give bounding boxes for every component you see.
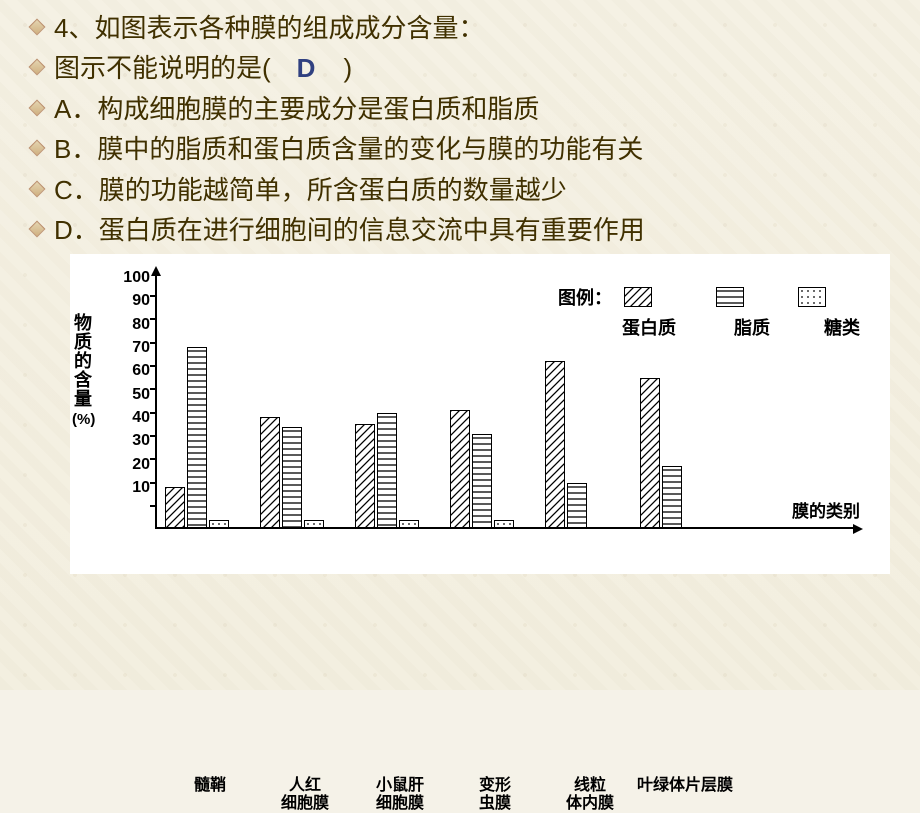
option-b-line: B．膜中的脂质和蛋白质含量的变化与膜的功能有关 xyxy=(30,131,890,167)
legend-swatches-row: 图例： xyxy=(558,284,860,310)
option-label: C． xyxy=(54,175,99,205)
slide-content: 4、如图表示各种膜的组成成分含量： 图示不能说明的是( D ) A．构成细胞膜的… xyxy=(0,0,920,574)
y-tick-label: 40 xyxy=(110,409,150,427)
bullet-icon xyxy=(30,101,44,115)
bullet-icon xyxy=(30,182,44,196)
bar-糖类 xyxy=(399,520,419,529)
x-axis-label: 膜的类别 xyxy=(792,497,860,522)
option-a-line: A．构成细胞膜的主要成分是蛋白质和脂质 xyxy=(30,91,890,127)
y-tick-label: 60 xyxy=(110,362,150,380)
bar-蛋白质 xyxy=(545,361,565,529)
y-tick-label: 70 xyxy=(110,339,150,357)
option-text: 膜的功能越简单，所含蛋白质的数量越少 xyxy=(99,175,567,205)
question-stem-line: 图示不能说明的是( D ) xyxy=(30,50,890,86)
legend-swatch-lipid xyxy=(716,287,744,307)
legend-label-protein: 蛋白质 xyxy=(622,314,676,340)
bullet-icon xyxy=(30,20,44,34)
bar-脂质 xyxy=(472,434,492,530)
bar-糖类 xyxy=(494,520,514,529)
option-label: A． xyxy=(54,94,97,124)
membrane-chart: 物质的含量 (%) 102030405060708090100 髓鞘人红细胞膜小… xyxy=(70,254,890,574)
option-label: D． xyxy=(54,215,99,245)
legend-swatch-sugar xyxy=(798,287,826,307)
y-tick-label: 90 xyxy=(110,292,150,310)
bar-脂质 xyxy=(187,347,207,529)
legend-label-sugar: 糖类 xyxy=(824,314,860,340)
bar-脂质 xyxy=(377,413,397,530)
stem-prefix: 图示不能说明的是( xyxy=(54,53,297,83)
y-axis-label: 物质的含量 (%) xyxy=(72,314,94,427)
bar-脂质 xyxy=(567,483,587,530)
bullet-icon xyxy=(30,141,44,155)
legend-title: 图例： xyxy=(558,284,612,310)
bar-蛋白质 xyxy=(450,410,470,529)
option-c-line: C．膜的功能越简单，所含蛋白质的数量越少 xyxy=(30,172,890,208)
bar-糖类 xyxy=(209,520,229,529)
option-label: B． xyxy=(54,134,97,164)
bullet-icon xyxy=(30,60,44,74)
x-axis-arrow-icon xyxy=(853,524,863,534)
option-text: 构成细胞膜的主要成分是蛋白质和脂质 xyxy=(97,94,539,124)
y-tick-label: 80 xyxy=(110,316,150,334)
question-title: 4、如图表示各种膜的组成成分含量： xyxy=(54,10,484,46)
bar-蛋白质 xyxy=(165,487,185,529)
legend-swatch-protein xyxy=(624,287,652,307)
option-text: 蛋白质在进行细胞间的信息交流中具有重要作用 xyxy=(99,215,645,245)
y-tick-label: 30 xyxy=(110,432,150,450)
bar-蛋白质 xyxy=(260,417,280,529)
answer-letter: D xyxy=(297,53,318,83)
legend: 图例： 蛋白质 脂质 糖类 xyxy=(558,284,860,344)
bar-蛋白质 xyxy=(640,378,660,530)
bar-蛋白质 xyxy=(355,424,375,529)
chart-canvas: 物质的含量 (%) 102030405060708090100 髓鞘人红细胞膜小… xyxy=(70,254,890,574)
bar-脂质 xyxy=(662,466,682,529)
question-title-line: 4、如图表示各种膜的组成成分含量： xyxy=(30,10,890,46)
bar-糖类 xyxy=(304,520,324,529)
y-axis-arrow-icon xyxy=(151,266,161,276)
question-stem: 图示不能说明的是( D ) xyxy=(54,50,352,86)
legend-label-lipid: 脂质 xyxy=(734,314,770,340)
y-tick-label: 50 xyxy=(110,386,150,404)
y-tick-label: 100 xyxy=(110,269,150,287)
y-tick-label: 10 xyxy=(110,479,150,497)
bullet-icon xyxy=(30,222,44,236)
y-tick-label: 20 xyxy=(110,456,150,474)
legend-labels-row: 蛋白质 脂质 糖类 xyxy=(558,314,860,340)
option-d-line: D．蛋白质在进行细胞间的信息交流中具有重要作用 xyxy=(30,212,890,248)
category-label: 叶绿体片层膜 xyxy=(625,777,745,795)
bar-脂质 xyxy=(282,427,302,530)
stem-suffix: ) xyxy=(317,53,352,83)
option-text: 膜中的脂质和蛋白质含量的变化与膜的功能有关 xyxy=(97,134,643,164)
